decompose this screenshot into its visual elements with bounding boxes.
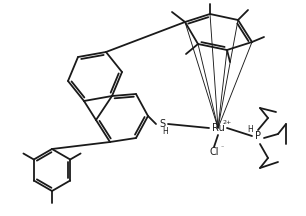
Text: 2+: 2+ [222,121,232,125]
Text: H: H [162,127,168,137]
Text: S: S [159,119,165,129]
Text: Ru: Ru [212,123,224,133]
Text: P: P [255,131,261,141]
Text: Cl: Cl [209,147,219,157]
Text: ⁻: ⁻ [220,146,224,151]
Text: H: H [247,124,253,133]
